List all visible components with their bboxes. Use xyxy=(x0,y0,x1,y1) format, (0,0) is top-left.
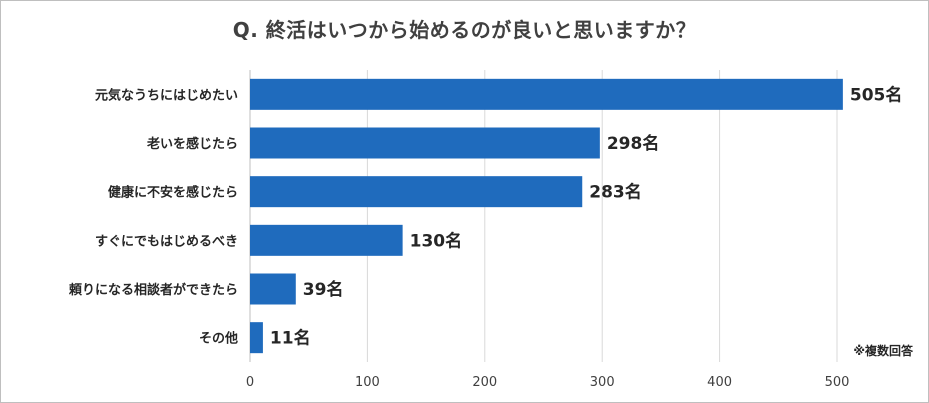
bar xyxy=(250,127,600,159)
data-label: 283名 xyxy=(589,182,642,203)
data-label: 298名 xyxy=(607,133,660,154)
category-label: すぐにでもはじめるべき xyxy=(95,234,238,249)
x-tick-label: 300 xyxy=(590,375,615,390)
x-tick-label: 0 xyxy=(246,375,254,390)
data-label: 39名 xyxy=(303,279,344,300)
x-tick-label: 400 xyxy=(707,375,732,390)
x-tick-label: 200 xyxy=(472,375,497,390)
data-label: 11名 xyxy=(270,328,311,349)
data-label: 505名 xyxy=(850,84,903,105)
category-label: 元気なうちにはじめたい xyxy=(95,87,238,103)
category-label: 頼りになる相談者ができたら xyxy=(68,282,238,298)
category-label: 健康に不安を感じたら xyxy=(108,185,238,201)
chart-title: Q. 終活はいつから始めるのが良いと思いますか？ xyxy=(232,18,697,42)
data-label: 130名 xyxy=(410,230,463,251)
bar xyxy=(250,273,296,305)
category-label: その他 xyxy=(199,331,238,347)
bar xyxy=(250,176,583,208)
x-tick-label: 500 xyxy=(825,375,850,390)
bar xyxy=(250,78,843,110)
bar xyxy=(250,322,263,354)
bar xyxy=(250,224,403,256)
x-tick-label: 100 xyxy=(355,375,380,390)
multiple-answer-note: ※複数回答 xyxy=(853,344,913,358)
category-label: 老いを感じたら xyxy=(146,136,238,152)
